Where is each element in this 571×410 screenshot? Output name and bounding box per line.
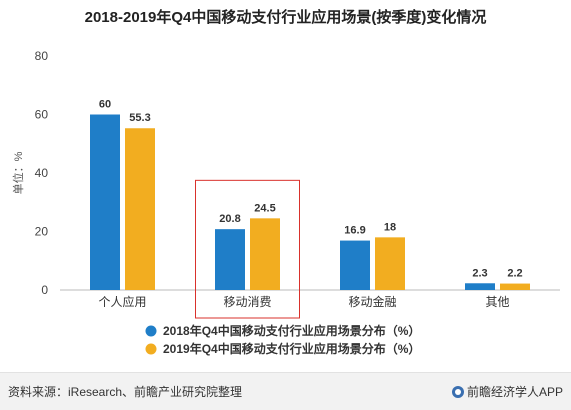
y-tick-label: 80 bbox=[35, 49, 49, 63]
data-label: 60 bbox=[99, 99, 111, 111]
data-label: 18 bbox=[384, 221, 396, 233]
bar bbox=[465, 283, 495, 290]
source-note: 资料来源：iResearch、前瞻产业研究院整理 bbox=[8, 385, 243, 399]
y-tick-label: 20 bbox=[35, 225, 49, 239]
data-label: 2.3 bbox=[472, 267, 487, 279]
y-tick-label: 0 bbox=[41, 283, 48, 297]
legend-marker bbox=[145, 343, 157, 355]
brand-logo-icon bbox=[451, 386, 464, 398]
bar bbox=[500, 283, 530, 290]
footer-bar: 资料来源：iResearch、前瞻产业研究院整理 前瞻经济学人APP bbox=[0, 372, 571, 410]
x-tick-label: 移动消费 bbox=[223, 295, 271, 309]
bar bbox=[340, 240, 370, 290]
bar bbox=[375, 237, 405, 290]
legend-label: 2019年Q4中国移动支付行业应用场景分布（%） bbox=[163, 341, 420, 356]
chart-canvas: 0 20 40 60 80 单位：% 个人应用 60 55.3 移动消费 20.8 24.5 移动金融 1… bbox=[11, 49, 560, 356]
x-tick-label: 其他 bbox=[485, 295, 509, 309]
bar bbox=[125, 128, 155, 290]
bar bbox=[215, 229, 245, 290]
chart-title: 2018-2019年Q4中国移动支付行业应用场景(按季度)变化情况 bbox=[84, 9, 487, 26]
brand-text: 前瞻经济学人APP bbox=[466, 385, 563, 399]
data-label: 2.2 bbox=[507, 268, 522, 280]
data-label: 16.9 bbox=[344, 225, 365, 237]
data-label: 24.5 bbox=[254, 202, 275, 214]
data-label: 20.8 bbox=[219, 213, 240, 225]
y-tick-label: 40 bbox=[35, 166, 49, 180]
y-axis-label: 单位：% bbox=[11, 151, 25, 194]
data-label: 55.3 bbox=[129, 112, 150, 124]
legend-marker bbox=[145, 325, 157, 337]
bar bbox=[250, 218, 280, 290]
brand-label: 前瞻经济学人APP bbox=[451, 383, 563, 400]
legend-label: 2018年Q4中国移动支付行业应用场景分布（%） bbox=[163, 323, 420, 338]
y-tick-label: 60 bbox=[35, 108, 49, 122]
x-tick-label: 移动金融 bbox=[348, 294, 396, 309]
x-tick-label: 个人应用 bbox=[98, 294, 146, 309]
highlight-box bbox=[195, 179, 300, 319]
bar bbox=[90, 114, 120, 290]
